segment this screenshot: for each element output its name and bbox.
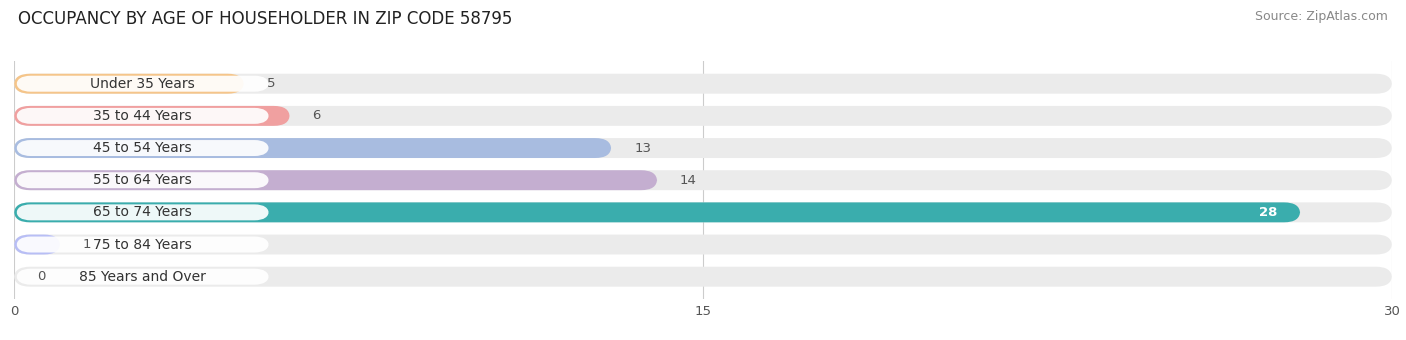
- Text: 45 to 54 Years: 45 to 54 Years: [93, 141, 193, 155]
- FancyBboxPatch shape: [14, 267, 1392, 287]
- FancyBboxPatch shape: [14, 170, 657, 190]
- FancyBboxPatch shape: [17, 140, 269, 156]
- FancyBboxPatch shape: [14, 170, 1392, 190]
- FancyBboxPatch shape: [17, 237, 269, 253]
- Text: 5: 5: [267, 77, 276, 90]
- FancyBboxPatch shape: [14, 202, 1301, 222]
- Text: OCCUPANCY BY AGE OF HOUSEHOLDER IN ZIP CODE 58795: OCCUPANCY BY AGE OF HOUSEHOLDER IN ZIP C…: [18, 10, 513, 28]
- FancyBboxPatch shape: [17, 269, 269, 285]
- Text: 13: 13: [634, 141, 651, 155]
- FancyBboxPatch shape: [17, 108, 269, 124]
- Text: 55 to 64 Years: 55 to 64 Years: [93, 173, 193, 187]
- FancyBboxPatch shape: [14, 138, 1392, 158]
- FancyBboxPatch shape: [14, 106, 1392, 126]
- Text: Source: ZipAtlas.com: Source: ZipAtlas.com: [1254, 10, 1388, 23]
- FancyBboxPatch shape: [14, 138, 612, 158]
- Text: 85 Years and Over: 85 Years and Over: [79, 270, 207, 284]
- FancyBboxPatch shape: [17, 172, 269, 188]
- Text: 6: 6: [312, 109, 321, 122]
- Text: 35 to 44 Years: 35 to 44 Years: [93, 109, 193, 123]
- Text: 65 to 74 Years: 65 to 74 Years: [93, 205, 193, 219]
- Text: 28: 28: [1258, 206, 1277, 219]
- Text: 14: 14: [681, 174, 697, 187]
- FancyBboxPatch shape: [14, 106, 290, 126]
- FancyBboxPatch shape: [14, 235, 1392, 255]
- FancyBboxPatch shape: [14, 202, 1392, 222]
- FancyBboxPatch shape: [17, 76, 269, 92]
- Text: Under 35 Years: Under 35 Years: [90, 77, 195, 91]
- FancyBboxPatch shape: [14, 74, 1392, 94]
- Text: 75 to 84 Years: 75 to 84 Years: [93, 238, 193, 252]
- FancyBboxPatch shape: [17, 204, 269, 220]
- FancyBboxPatch shape: [14, 235, 60, 255]
- Text: 1: 1: [83, 238, 91, 251]
- FancyBboxPatch shape: [14, 74, 243, 94]
- Text: 0: 0: [37, 270, 45, 283]
